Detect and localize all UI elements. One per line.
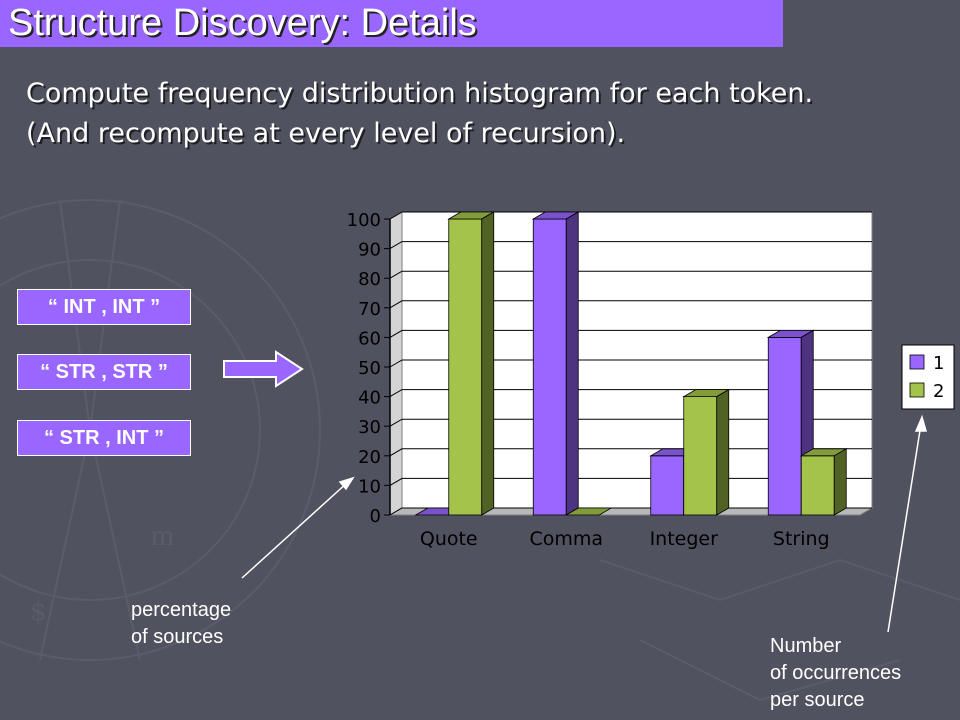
token-box-int-int: “ INT , INT ” xyxy=(17,289,191,325)
note-number-line-3: per source xyxy=(770,689,865,711)
x-tick-label-string: String xyxy=(773,528,830,550)
y-tick-label: 80 xyxy=(358,269,381,290)
y-tick-label: 70 xyxy=(358,299,381,320)
y-tick-label: 100 xyxy=(347,210,381,231)
right-arrow-icon xyxy=(223,350,304,388)
pointer-arrowhead-number xyxy=(914,414,927,432)
bar-quote-series-2-side xyxy=(481,211,495,516)
legend-swatch-series-2 xyxy=(909,382,925,398)
token-box-str-int: “ STR , INT ” xyxy=(17,420,191,456)
token-box-str-str: “ STR , STR ” xyxy=(17,354,191,390)
y-tick-label: 90 xyxy=(358,240,381,261)
y-tick-label: 40 xyxy=(358,388,381,409)
legend-label-series-1: 1 xyxy=(933,353,944,374)
note-percentage-line-1: percentage xyxy=(131,599,232,621)
title-bar xyxy=(0,0,783,47)
note-number: Number of occurrences per source xyxy=(770,633,901,714)
note-percentage: percentage of sources xyxy=(131,597,231,651)
bar-string-series-2-side xyxy=(833,448,847,516)
y-tick-label: 0 xyxy=(370,506,381,527)
x-tick-label-quote: Quote xyxy=(420,528,478,550)
subtitle-line-2: (And recompute at every level of recursi… xyxy=(26,118,626,149)
bar-quote-series-2 xyxy=(448,218,483,516)
y-tick-label: 20 xyxy=(358,447,381,468)
bar-comma-series-2-top xyxy=(564,507,613,516)
legend-swatch-series-1 xyxy=(909,354,925,370)
svg-text:$: $ xyxy=(30,597,47,627)
x-tick-label-comma: Comma xyxy=(529,528,603,550)
pointer-line-number xyxy=(887,423,922,633)
note-number-line-2: of occurrences xyxy=(770,662,902,684)
bar-string-series-2 xyxy=(800,455,835,516)
bar-string-series-1 xyxy=(767,336,802,516)
gridline xyxy=(389,211,872,220)
pointer-arrowhead-percentage xyxy=(338,476,355,491)
gridline xyxy=(389,329,872,338)
slide-title: Structure Discovery: Details xyxy=(8,2,477,44)
y-tick-label: 10 xyxy=(358,476,381,497)
y-tick-label: 60 xyxy=(358,328,381,349)
y-tick-label: 30 xyxy=(358,417,381,438)
bar-comma-series-1 xyxy=(532,218,567,516)
gridline xyxy=(389,241,872,250)
y-tick-label: 50 xyxy=(358,358,381,379)
x-tick-label-integer: Integer xyxy=(650,528,719,550)
bar-integer-series-1 xyxy=(650,455,685,516)
note-number-line-1: Number xyxy=(770,635,842,657)
pointer-line-percentage xyxy=(241,481,349,579)
gridline xyxy=(389,359,872,368)
bar-integer-series-2-side xyxy=(716,388,730,516)
gridline xyxy=(389,300,872,309)
subtitle-line-1: Compute frequency distribution histogram… xyxy=(26,78,814,109)
note-percentage-line-2: of sources xyxy=(131,626,224,648)
legend-label-series-2: 2 xyxy=(933,381,944,402)
svg-text:m: m xyxy=(150,522,175,552)
gridline xyxy=(389,270,872,279)
histogram-chart: 0 10 20 30 40 50 60 70 80 90 100 Quote Comma Integer S… xyxy=(347,210,955,550)
